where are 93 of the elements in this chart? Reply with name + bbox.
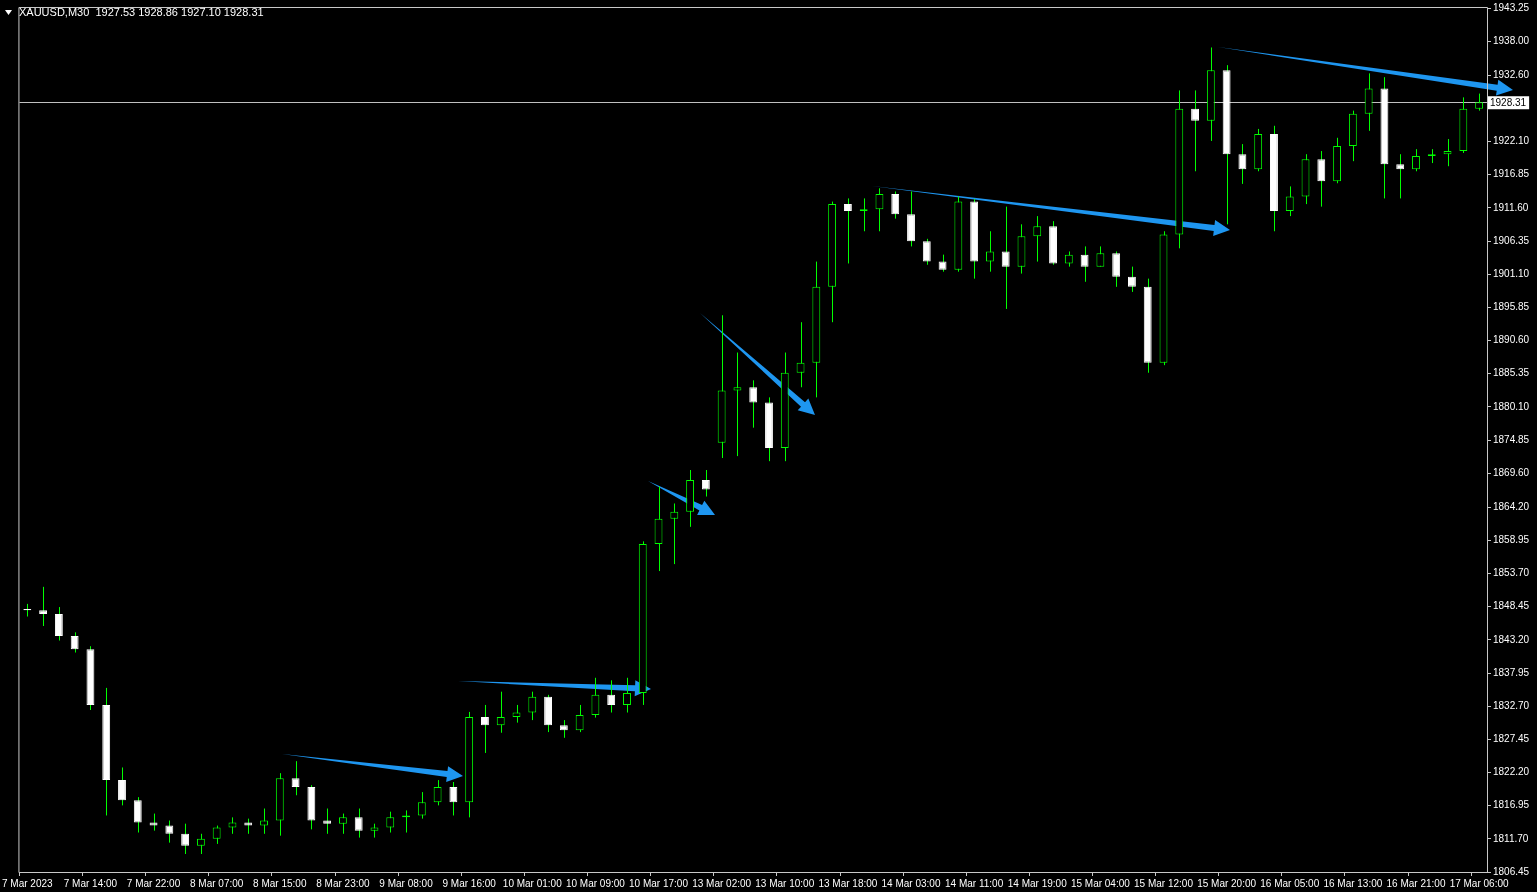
candlestick <box>181 823 190 855</box>
candlestick <box>118 766 126 806</box>
candlestick <box>1080 245 1089 283</box>
x-tick-label: 9 Mar 08:00 <box>379 877 434 889</box>
y-tick-label: 1848.45 <box>1493 600 1530 612</box>
y-tick-label: 1806.45 <box>1493 865 1530 877</box>
candlestick <box>701 469 710 498</box>
ref-line-label: 1928.31 <box>1490 96 1527 108</box>
y-tick-label: 1901.10 <box>1493 267 1530 279</box>
x-tick-label: 8 Mar 07:00 <box>189 877 244 889</box>
x-tick-label: 7 Mar 22:00 <box>126 877 181 889</box>
candlestick <box>985 230 994 273</box>
candlestick <box>260 808 268 835</box>
candlestick <box>1112 250 1121 288</box>
y-tick-label: 1811.70 <box>1493 832 1529 844</box>
candlestick <box>1001 206 1010 310</box>
x-tick-label: 13 Mar 18:00 <box>818 877 878 889</box>
candlestick <box>749 379 758 429</box>
candlestick <box>39 586 48 627</box>
candlestick <box>1317 150 1326 208</box>
y-tick-label: 1906.35 <box>1493 234 1530 246</box>
candlestick <box>291 760 300 796</box>
y-tick-label: 1916.85 <box>1493 168 1530 180</box>
candlestick <box>528 691 537 721</box>
x-tick-label: 7 Mar 14:00 <box>63 877 118 889</box>
candlestick <box>1285 185 1294 217</box>
candlestick <box>891 190 900 220</box>
y-tick-label: 1837.95 <box>1493 666 1530 678</box>
candlestick <box>165 820 174 844</box>
candlestick <box>481 704 489 754</box>
y-tick-label: 1822.20 <box>1493 766 1530 778</box>
y-tick-label: 1938.00 <box>1493 34 1530 46</box>
candlestick <box>1412 148 1420 172</box>
candlestick <box>338 813 347 835</box>
x-tick-label: 13 Mar 10:00 <box>755 877 815 889</box>
candlestick <box>1396 153 1405 199</box>
candlestick <box>922 238 931 266</box>
y-tick-label: 1895.85 <box>1493 301 1530 313</box>
y-tick-label: 1827.45 <box>1493 733 1530 745</box>
candlestick <box>417 791 426 820</box>
candlestick <box>575 704 584 733</box>
x-tick-label: 9 Mar 16:00 <box>442 877 497 889</box>
candlestick <box>196 833 205 855</box>
candlestick <box>386 811 395 834</box>
candlestick <box>1033 215 1042 263</box>
candlestick <box>607 679 616 714</box>
x-tick-label: 17 Mar 06:00 <box>1449 877 1510 889</box>
x-tick-label: 15 Mar 12:00 <box>1134 877 1194 889</box>
y-tick-label: 1943.25 <box>1493 1 1530 13</box>
y-tick-label: 1864.20 <box>1493 501 1530 513</box>
candlestick <box>70 631 79 654</box>
candlestick <box>496 691 505 734</box>
candlestick <box>843 197 852 264</box>
y-tick-label: 1880.10 <box>1493 400 1530 412</box>
candlestick <box>449 781 458 816</box>
candlestick <box>354 808 363 839</box>
x-tick-label: 16 Mar 21:00 <box>1386 877 1446 889</box>
x-tick-label: 8 Mar 23:00 <box>316 877 371 889</box>
y-tick-label: 1832.70 <box>1493 699 1530 711</box>
x-tick-label: 15 Mar 04:00 <box>1070 877 1131 889</box>
x-tick-label: 14 Mar 11:00 <box>945 877 1004 889</box>
y-tick-label: 1911.60 <box>1493 201 1529 213</box>
candlestick <box>670 502 679 565</box>
x-tick-label: 13 Mar 02:00 <box>692 877 752 889</box>
y-tick-label: 1932.60 <box>1493 69 1530 81</box>
x-tick-label: 16 Mar 05:00 <box>1260 877 1320 889</box>
y-tick-label: 1816.95 <box>1493 799 1530 811</box>
candlestick <box>1128 266 1136 293</box>
y-tick-label: 1869.60 <box>1493 466 1530 478</box>
x-tick-label: 10 Mar 09:00 <box>565 877 626 889</box>
x-tick-label: 16 Mar 13:00 <box>1323 877 1383 889</box>
candlestick <box>133 796 142 834</box>
candlestick <box>591 677 600 719</box>
y-tick-label: 1858.95 <box>1493 534 1530 546</box>
candlestick <box>1364 72 1373 132</box>
y-tick-label: 1885.35 <box>1493 367 1530 379</box>
x-tick-label: 10 Mar 01:00 <box>502 877 563 889</box>
y-tick-label: 1853.70 <box>1493 567 1530 579</box>
x-tick-label: 8 Mar 15:00 <box>253 877 307 889</box>
x-tick-label: 15 Mar 20:00 <box>1197 877 1257 889</box>
y-tick-label: 1922.10 <box>1493 135 1530 147</box>
chart-title: XAUUSD,M30 1927.53 1928.86 1927.10 1928.31 <box>19 6 264 18</box>
y-tick-label: 1843.20 <box>1493 633 1530 645</box>
x-tick-label: 14 Mar 19:00 <box>1007 877 1068 889</box>
candlestick <box>1238 143 1247 185</box>
candlestick <box>1191 89 1200 172</box>
candlestick <box>54 606 63 642</box>
x-tick-label: 14 Mar 03:00 <box>881 877 941 889</box>
x-tick-label: 10 Mar 17:00 <box>629 877 689 889</box>
y-tick-label: 1874.85 <box>1493 433 1530 445</box>
y-tick-label: 1890.60 <box>1493 334 1530 346</box>
x-tick-label: 7 Mar 2023 <box>2 877 54 889</box>
candlestick <box>433 779 442 806</box>
